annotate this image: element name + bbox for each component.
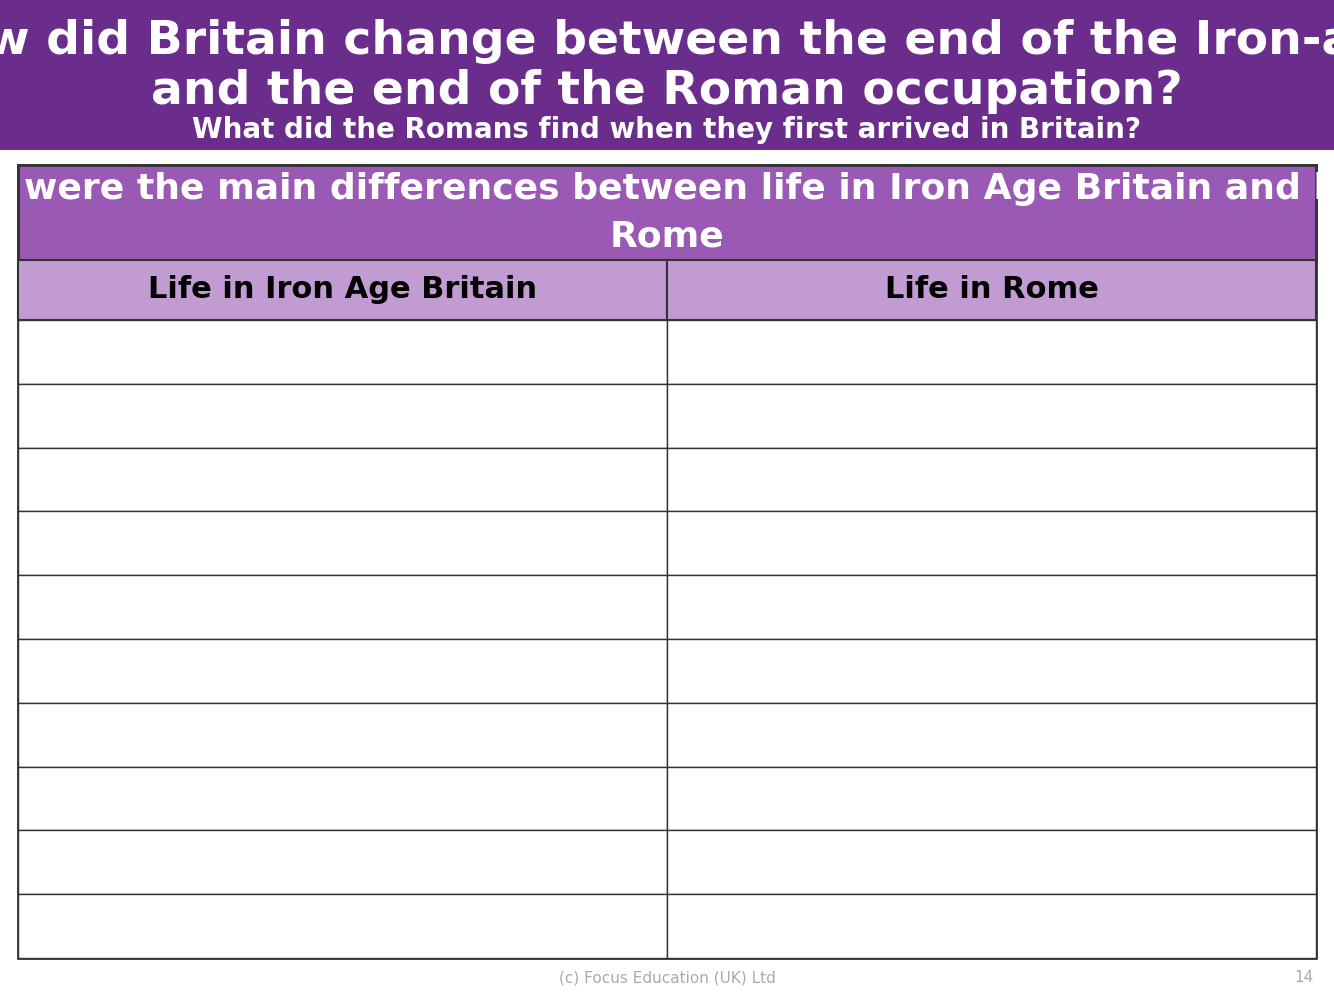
Text: What were the main differences between life in Iron Age Britain and life in
Rome: What were the main differences between l… [0, 172, 1334, 253]
Bar [17, 384, 667, 448]
Bar [17, 830, 667, 894]
Bar [17, 767, 667, 830]
Bar [17, 639, 667, 703]
Bar [667, 767, 1317, 830]
Bar [17, 165, 1317, 260]
Text: and the end of the Roman occupation?: and the end of the Roman occupation? [151, 70, 1183, 114]
Bar [667, 575, 1317, 639]
Bar [17, 511, 667, 575]
Bar [667, 830, 1317, 894]
Bar [17, 165, 1317, 958]
Text: Life in Iron Age Britain: Life in Iron Age Britain [148, 275, 538, 304]
Text: (c) Focus Education (UK) Ltd: (c) Focus Education (UK) Ltd [559, 970, 775, 986]
Bar [667, 639, 1317, 703]
Bar [17, 894, 667, 958]
Bar [17, 320, 667, 384]
Text: How did Britain change between the end of the Iron-age: How did Britain change between the end o… [0, 19, 1334, 64]
Bar [17, 575, 667, 639]
Bar [667, 511, 1317, 575]
Text: Life in Rome: Life in Rome [884, 275, 1098, 304]
Bar [667, 320, 1317, 384]
Bar [667, 384, 1317, 448]
Bar [0, 0, 1334, 150]
Bar [17, 448, 667, 511]
Bar [667, 703, 1317, 767]
Text: What did the Romans find when they first arrived in Britain?: What did the Romans find when they first… [192, 116, 1142, 144]
Bar [667, 894, 1317, 958]
Bar [667, 448, 1317, 511]
Bar [667, 260, 1317, 320]
Text: 14: 14 [1294, 970, 1314, 986]
Bar [17, 703, 667, 767]
Bar [17, 260, 667, 320]
